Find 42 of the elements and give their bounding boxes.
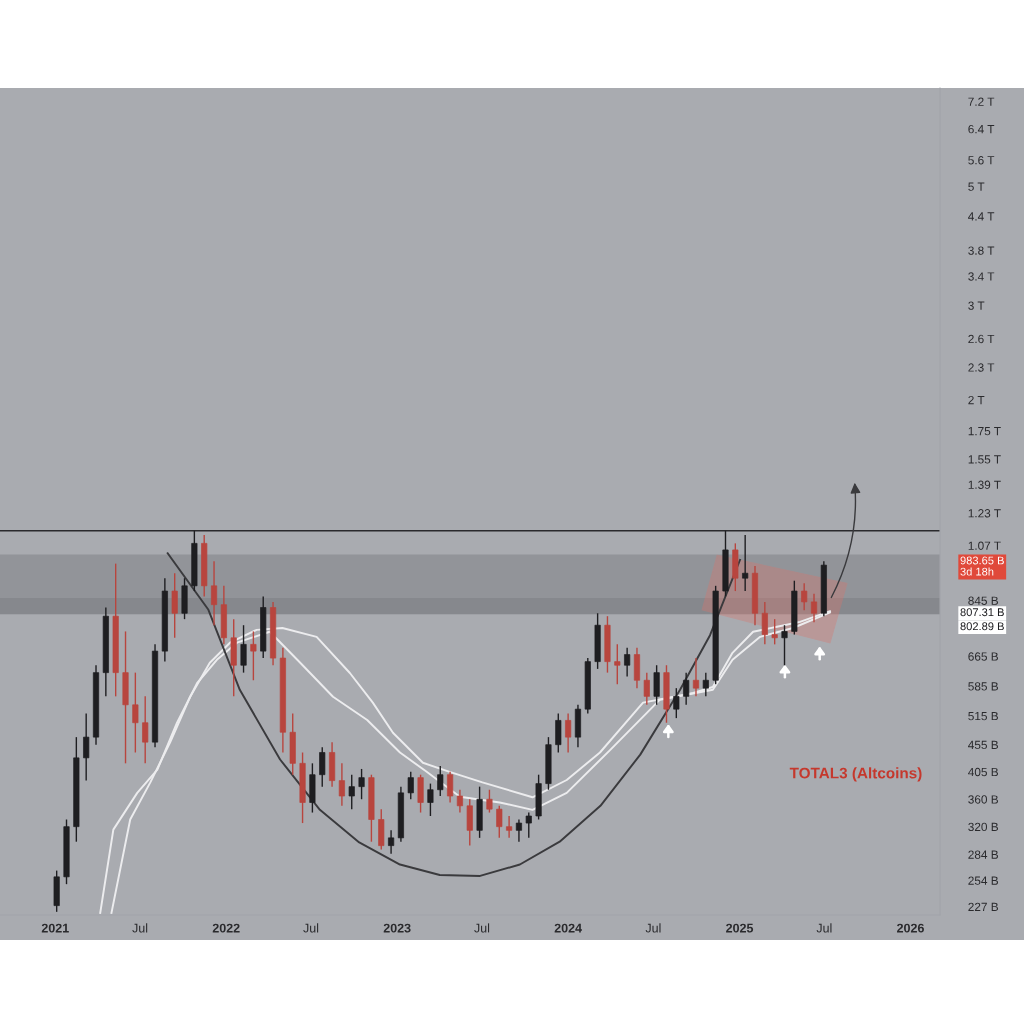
y-tick-label: 1.23 T	[968, 509, 1001, 518]
text: 802.89 B	[960, 622, 1004, 631]
y-tick-label: 5 T	[968, 182, 985, 191]
y-tick-label: 6.4 T	[968, 124, 995, 134]
y-tick-label: 2.6 T	[968, 334, 995, 344]
y-tick-label: 585 B	[968, 682, 999, 691]
x-tick-label: Jul	[132, 923, 148, 933]
annotation: TOTAL3 (Altcoins)	[789, 767, 922, 782]
x-tick-label: 2024	[554, 923, 582, 933]
y-tick-label: 3.4 T	[968, 272, 995, 281]
x-tick-label: 2023	[383, 923, 411, 933]
y-tick-label: 515 B	[968, 712, 999, 721]
y-tick-label: 360 B	[968, 795, 999, 804]
y-tick-label: 227 B	[968, 902, 999, 911]
y-tick-label: 1.07 T	[968, 541, 1001, 550]
y-tick-label: 1.55 T	[968, 455, 1001, 464]
x-tick-label: 2022	[212, 923, 240, 933]
y-tick-label: 7.2 T	[968, 97, 995, 106]
y-tick-label: 254 B	[968, 876, 999, 885]
text: 807.31 B	[960, 608, 1004, 617]
y-tick-label: 3 T	[968, 301, 985, 310]
text: 983.65 B 3d 18h	[960, 556, 1004, 576]
y-tick-label: 2.3 T	[968, 363, 995, 372]
y-tick-label: 284 B	[968, 850, 999, 859]
x-tick-label: Jul	[303, 923, 319, 933]
y-tick-label: 4.4 T	[968, 212, 995, 221]
x-tick-label: 2026	[897, 923, 924, 933]
y-tick-label: 3.8 T	[968, 246, 995, 255]
y-tick-label: 455 B	[968, 740, 999, 750]
y-tick-label: 845 B	[968, 596, 999, 605]
y-tick-label: 405 B	[968, 767, 999, 777]
x-tick-label: Jul	[645, 923, 661, 933]
x-tick-label: 2021	[41, 923, 69, 933]
y-tick-label: 5.6 T	[968, 156, 995, 165]
x-tick-label: Jul	[474, 923, 490, 933]
x-tick-label: 2025	[726, 923, 754, 933]
x-tick-label: Jul	[816, 923, 832, 933]
y-tick-label: 320 B	[968, 822, 999, 832]
y-tick-label: 2 T	[968, 395, 985, 405]
y-tick-label: 1.39 T	[968, 480, 1001, 489]
y-tick-label: 1.75 T	[968, 427, 1001, 436]
y-tick-label: 665 B	[968, 652, 999, 661]
